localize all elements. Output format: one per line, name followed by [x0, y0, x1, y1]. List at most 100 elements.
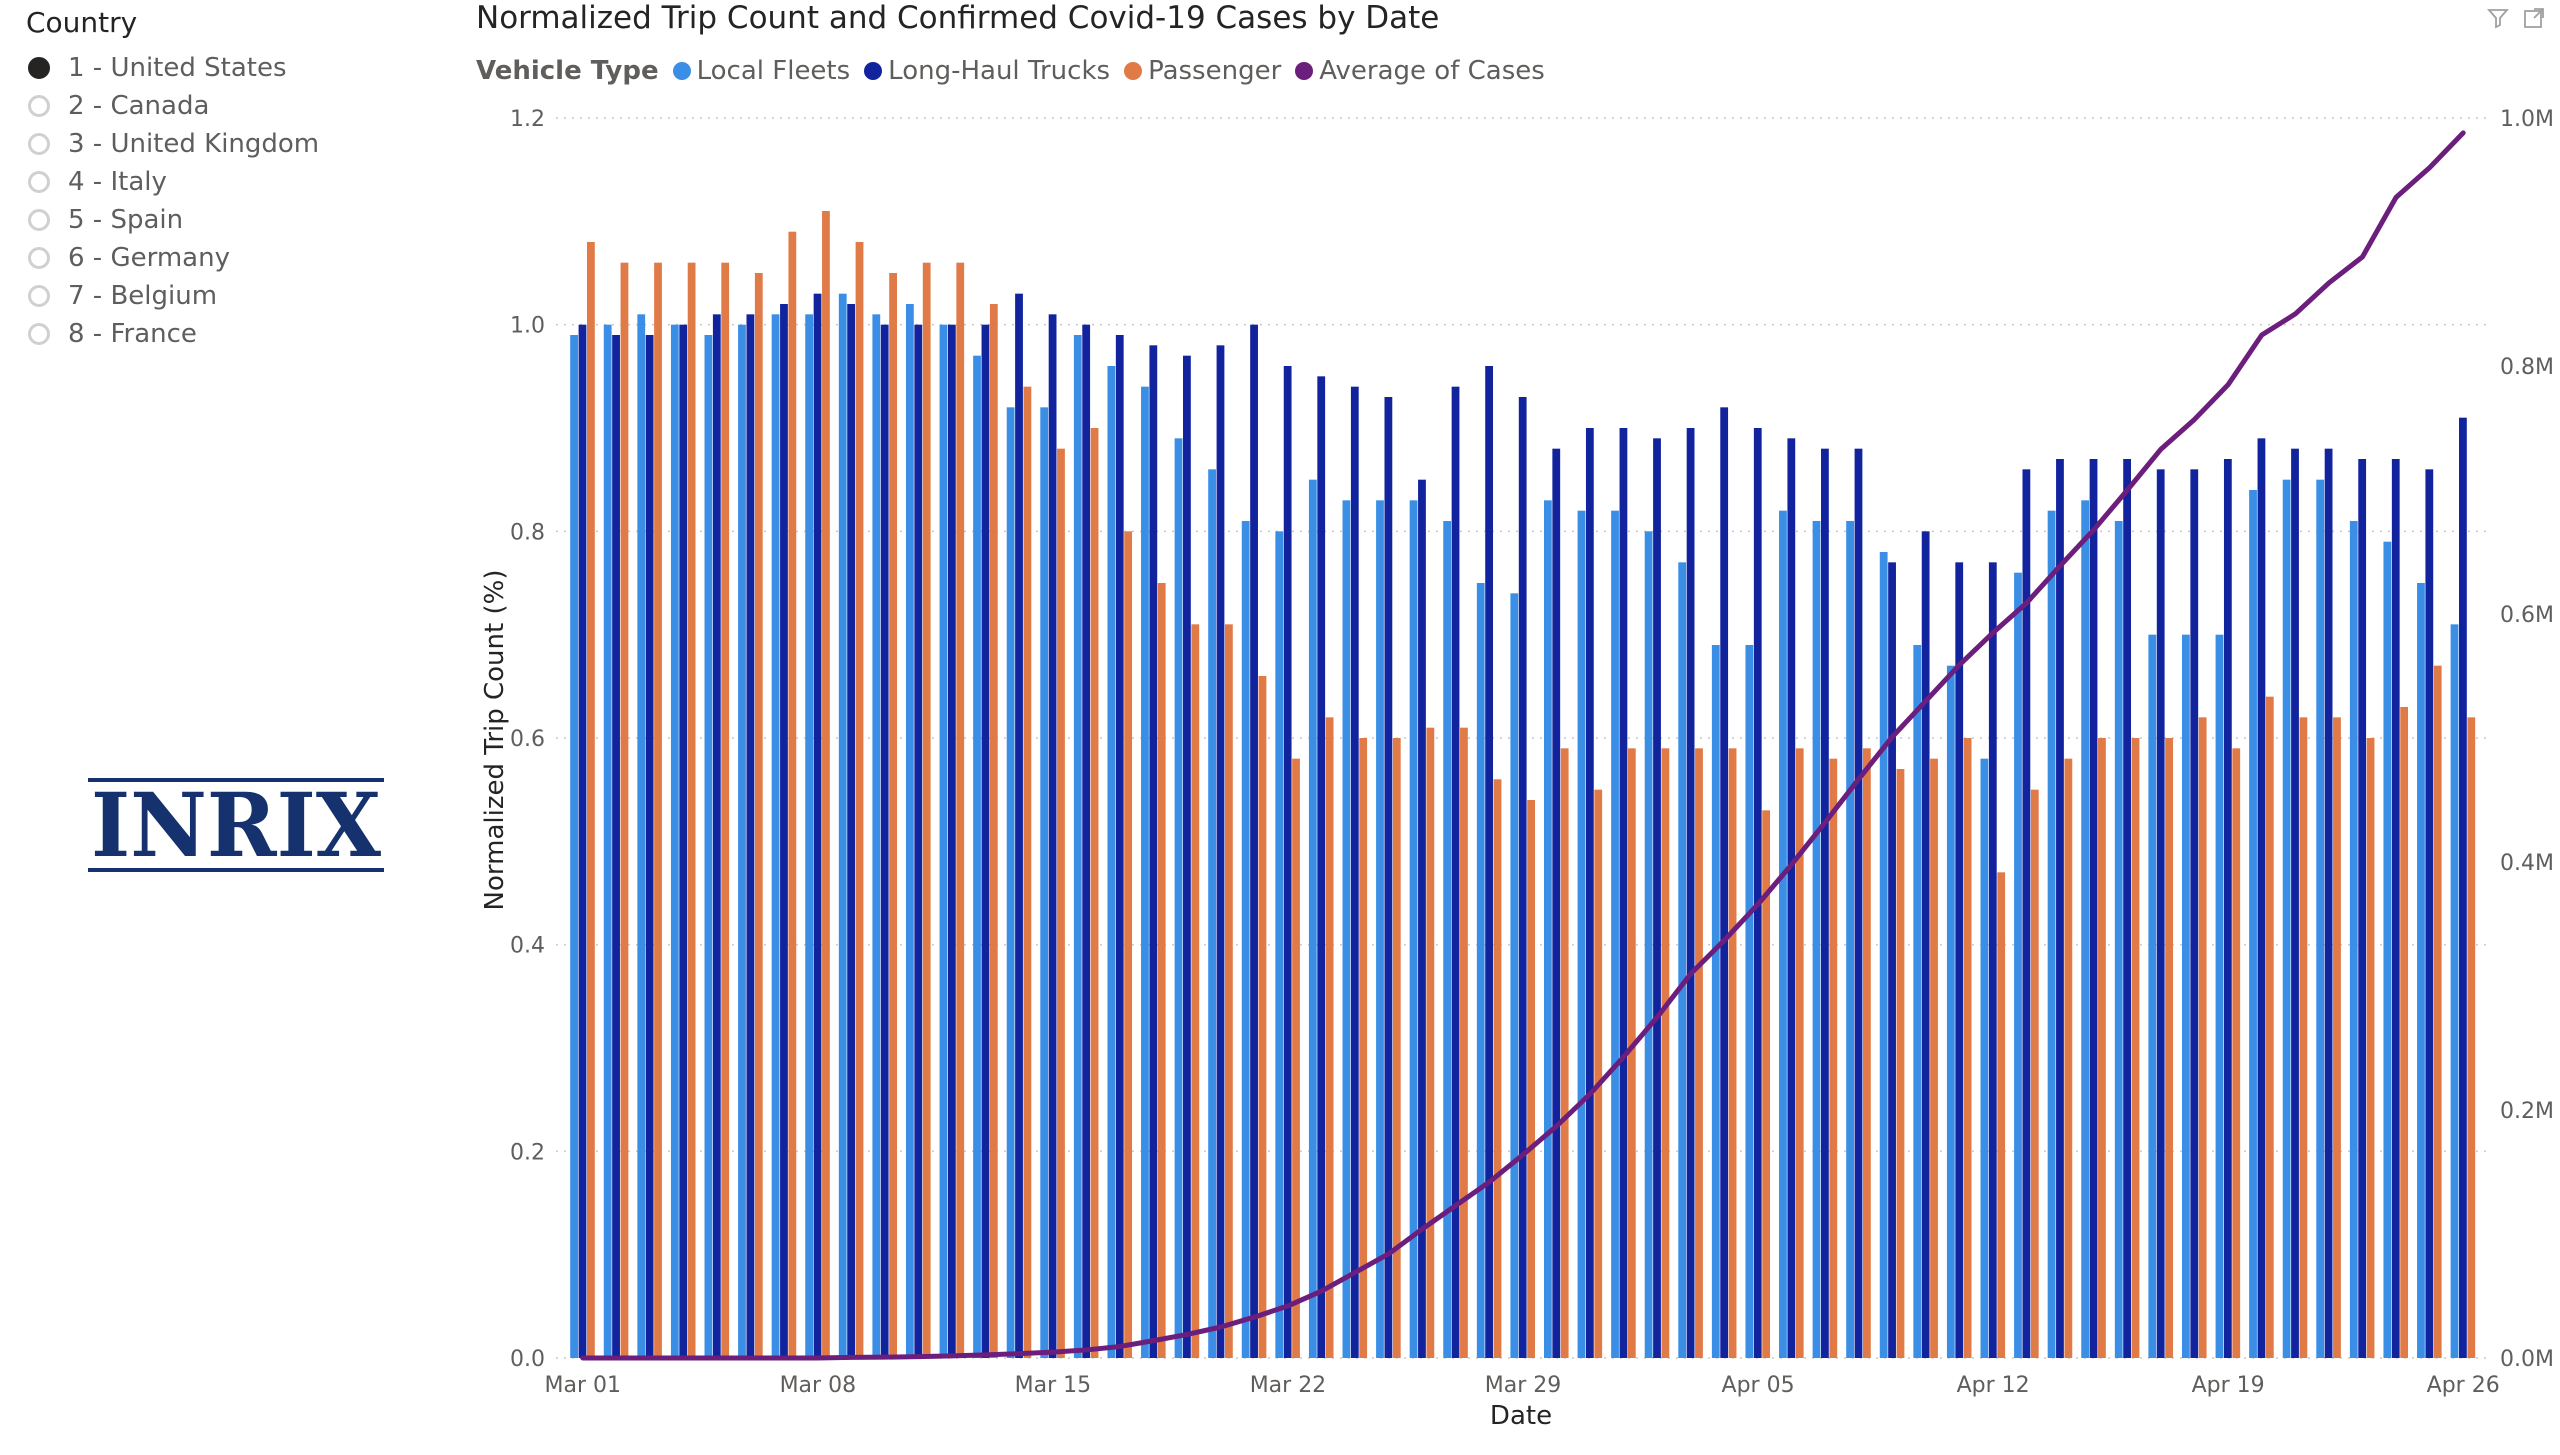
bar: [2223, 459, 2232, 1358]
bar: [1661, 748, 1670, 1358]
slicer-item-label: 4 - Italy: [68, 167, 167, 197]
slicer-item[interactable]: 8 - France: [26, 315, 446, 353]
bar: [1082, 324, 1091, 1358]
x-axis-title: Date: [1490, 1401, 1552, 1431]
radio-selected-icon[interactable]: [28, 57, 50, 79]
cases-line: [580, 130, 2466, 1361]
focus-mode-icon[interactable]: [2522, 6, 2546, 30]
radio-empty-icon[interactable]: [28, 95, 50, 117]
bar: [1543, 500, 1552, 1359]
bar: [2383, 541, 2392, 1358]
bar: [2391, 459, 2400, 1358]
radio-empty-icon[interactable]: [28, 323, 50, 345]
bar: [989, 304, 998, 1358]
bar: [1241, 521, 1250, 1358]
bar: [1275, 531, 1284, 1358]
bar: [1460, 727, 1468, 1358]
bar: [2265, 696, 2274, 1358]
bar: [603, 324, 612, 1358]
bar: [2459, 417, 2467, 1358]
legend-label: Long-Haul Trucks: [888, 56, 1111, 86]
legend-item[interactable]: Local Fleets: [672, 56, 851, 86]
slicer-title: Country: [26, 6, 138, 39]
bar: [2181, 634, 2190, 1358]
legend-label: Local Fleets: [696, 56, 851, 86]
radio-empty-icon[interactable]: [28, 133, 50, 155]
bar: [2249, 490, 2257, 1358]
bar: [2417, 583, 2425, 1358]
y2-tick-label: 1.0M: [2500, 107, 2554, 132]
legend-item[interactable]: Passenger: [1124, 56, 1281, 86]
bar: [1585, 428, 1594, 1358]
legend-marker: [672, 62, 691, 80]
bar: [1518, 397, 1527, 1358]
bar: [738, 324, 746, 1358]
bar: [1930, 758, 1938, 1358]
bar: [1149, 345, 1158, 1359]
slicer-item[interactable]: 7 - Belgium: [26, 277, 446, 315]
legend-item[interactable]: Long-Haul Trucks: [864, 56, 1110, 86]
slicer-item[interactable]: 4 - Italy: [26, 163, 446, 201]
bar: [1988, 562, 1997, 1358]
slicer-item-label: 7 - Belgium: [68, 281, 218, 311]
slicer-item[interactable]: 2 - Canada: [26, 87, 446, 125]
bar: [712, 314, 721, 1359]
bar: [1762, 810, 1771, 1358]
bar: [2316, 479, 2325, 1358]
radio-empty-icon[interactable]: [28, 171, 50, 193]
bar: [1258, 676, 1267, 1358]
bar: [1418, 479, 1426, 1358]
x-tick-label: Apr 26: [2427, 1373, 2500, 1398]
legend-item[interactable]: Average of Cases: [1295, 56, 1545, 86]
bar: [620, 262, 629, 1358]
bar: [2232, 748, 2241, 1358]
bar: [1753, 428, 1762, 1358]
bar: [1627, 748, 1636, 1358]
bar: [1376, 500, 1384, 1359]
slicer-item[interactable]: 1 - United States: [26, 49, 446, 87]
bar: [922, 262, 931, 1358]
x-tick-label: Mar 15: [1015, 1373, 1092, 1398]
radio-empty-icon[interactable]: [28, 247, 50, 269]
bar: [2089, 459, 2098, 1358]
bar: [947, 324, 956, 1358]
bar: [1292, 758, 1300, 1358]
bar: [855, 242, 864, 1358]
bar: [1124, 531, 1133, 1358]
bar: [2114, 521, 2123, 1358]
bar: [679, 324, 688, 1358]
radio-empty-icon[interactable]: [28, 285, 50, 307]
slicer-item[interactable]: 6 - Germany: [26, 239, 446, 277]
bar: [721, 262, 730, 1358]
bar: [805, 314, 814, 1359]
bar: [754, 273, 763, 1358]
bar: [973, 355, 981, 1358]
bar: [1879, 552, 1888, 1358]
bar: [905, 304, 914, 1358]
y2-tick-label: 0.2M: [2500, 1099, 2554, 1124]
bar: [687, 262, 696, 1358]
bar: [570, 335, 578, 1358]
slicer-item[interactable]: 5 - Spain: [26, 201, 446, 239]
filter-icon[interactable]: [2486, 6, 2510, 30]
x-tick-label: Mar 22: [1250, 1373, 1327, 1398]
y-tick-label: 0.8: [510, 520, 545, 545]
bar: [2299, 717, 2308, 1358]
radio-empty-icon[interactable]: [28, 209, 50, 231]
bar: [822, 211, 830, 1358]
bar: [1821, 448, 1829, 1358]
bar: [1946, 665, 1955, 1358]
bar: [1174, 438, 1183, 1359]
bar: [880, 324, 889, 1358]
bar: [2148, 634, 2157, 1358]
bar: [2156, 469, 2165, 1359]
bar: [1611, 510, 1619, 1358]
legend-marker: [1124, 62, 1143, 80]
slicer-item[interactable]: 3 - United Kingdom: [26, 125, 446, 163]
bar: [2014, 572, 2022, 1358]
bar: [788, 231, 797, 1358]
bar: [1224, 624, 1233, 1358]
bar: [1208, 469, 1216, 1359]
bar: [2400, 707, 2409, 1358]
bar: [1653, 438, 1661, 1359]
